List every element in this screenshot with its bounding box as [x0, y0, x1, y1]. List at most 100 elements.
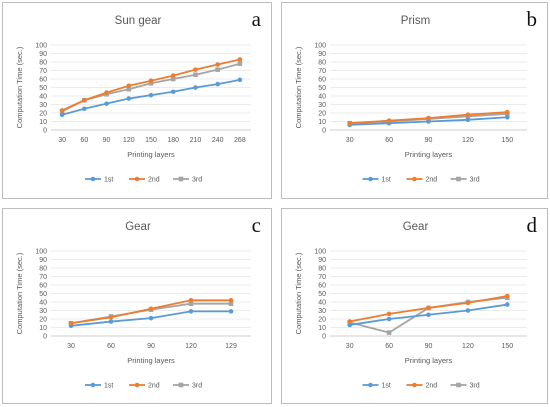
legend-label-3rd: 3rd: [192, 383, 202, 390]
y-tick-label: 50: [39, 85, 47, 92]
legend-marker-3rd: [456, 176, 461, 182]
y-tick-label: 10: [39, 325, 47, 332]
legend-label-2nd: 2nd: [148, 177, 160, 184]
y-tick-label: 0: [43, 334, 47, 341]
y-tick-label: 80: [318, 60, 326, 67]
data-point-2nd: [193, 67, 198, 72]
chart-title: Prism: [401, 15, 430, 27]
data-point-2nd: [188, 298, 194, 303]
y-tick-label: 50: [39, 291, 47, 298]
panel-letter-b: b: [526, 7, 538, 31]
chart-panel-d: Gear 0 10 20 30 40 50 60 70 80 90 100 30 60 90 120 150 Pr…: [281, 208, 548, 404]
y-tick-label: 30: [318, 102, 326, 109]
data-point-1st: [188, 309, 194, 314]
x-tick-label: 90: [147, 343, 155, 350]
chart-panel-b: Prism 0 10 20 30 40 50 60 70 80 90 100 30 60 90 120 150 P…: [281, 2, 548, 199]
x-tick-label: 90: [425, 137, 433, 144]
y-tick-label: 30: [39, 102, 47, 109]
y-axis-label: Computation Time (sec.): [15, 46, 24, 128]
legend-label-1st: 1st: [382, 383, 391, 390]
legend-label-1st: 1st: [382, 177, 391, 184]
legend-marker-2nd: [134, 382, 140, 388]
data-point-2nd: [426, 305, 431, 311]
y-tick-label: 90: [318, 257, 326, 264]
x-axis-label: Printing layers: [405, 150, 453, 159]
data-point-2nd: [347, 319, 352, 324]
legend-label-3rd: 3rd: [192, 177, 202, 184]
data-point-1st: [237, 77, 243, 83]
data-point-2nd: [104, 90, 109, 95]
y-tick-label: 100: [314, 249, 326, 256]
data-point-2nd: [237, 57, 243, 62]
y-tick-label: 100: [35, 249, 47, 256]
data-point-1st: [505, 302, 510, 307]
data-point-2nd: [170, 73, 176, 78]
y-tick-label: 70: [39, 274, 47, 281]
legend-label-3rd: 3rd: [470, 177, 480, 184]
data-point-2nd: [108, 315, 114, 320]
legend-marker-3rd: [178, 176, 184, 182]
x-tick-label: 268: [234, 137, 246, 144]
y-tick-label: 20: [39, 317, 47, 324]
data-point-1st: [104, 101, 109, 106]
data-point-1st: [59, 112, 65, 117]
y-tick-label: 0: [43, 128, 47, 135]
data-point-1st: [426, 312, 431, 318]
x-tick-label: 90: [103, 137, 111, 144]
data-point-3rd: [228, 301, 234, 306]
chart-title: Gear: [403, 221, 429, 233]
data-point-1st: [465, 117, 471, 123]
data-point-1st: [386, 316, 392, 322]
legend-label-2nd: 2nd: [426, 383, 438, 390]
legend-marker-3rd: [178, 382, 184, 388]
x-tick-label: 240: [212, 137, 224, 144]
data-point-1st: [108, 319, 114, 324]
y-tick-label: 10: [318, 119, 326, 126]
x-tick-label: 60: [80, 137, 88, 144]
data-point-1st: [215, 81, 220, 87]
y-tick-label: 40: [39, 300, 47, 307]
legend-marker-1st: [368, 382, 373, 388]
y-tick-label: 10: [39, 119, 47, 126]
data-point-3rd: [148, 80, 154, 86]
data-point-2nd: [68, 320, 74, 326]
legend-label-3rd: 3rd: [470, 383, 480, 390]
data-point-1st: [126, 96, 132, 101]
y-tick-label: 100: [35, 43, 47, 50]
x-tick-label: 30: [346, 343, 354, 350]
legend-marker-2nd: [412, 382, 417, 388]
legend-label-2nd: 2nd: [426, 177, 438, 184]
data-point-2nd: [148, 78, 154, 83]
y-tick-label: 70: [318, 274, 326, 281]
x-axis-label: Printing layers: [405, 356, 453, 365]
x-tick-label: 180: [167, 137, 179, 144]
x-tick-label: 129: [225, 343, 237, 350]
legend-marker-1st: [90, 176, 96, 182]
x-tick-label: 60: [385, 343, 393, 350]
y-tick-label: 40: [318, 300, 326, 307]
chart-panel-c: Gear 0 10 20 30 40 50 60 70 80 90 100 30 60 90 120 129 Pr…: [2, 208, 272, 404]
data-point-1st: [82, 106, 87, 112]
data-point-1st: [148, 315, 154, 321]
y-tick-label: 30: [318, 308, 326, 315]
y-axis-label: Computation Time (sec.): [294, 252, 303, 334]
y-tick-label: 10: [318, 325, 326, 332]
legend-marker-2nd: [412, 176, 417, 182]
panel-letter-c: c: [251, 213, 261, 237]
x-tick-label: 150: [501, 343, 513, 350]
chart-title: Sun gear: [115, 15, 162, 27]
legend-marker-2nd: [134, 176, 140, 182]
y-tick-label: 90: [318, 51, 326, 58]
data-point-3rd: [170, 76, 176, 82]
data-point-2nd: [347, 120, 352, 126]
data-point-2nd: [505, 293, 510, 299]
y-tick-label: 50: [318, 291, 326, 298]
y-tick-label: 70: [39, 68, 47, 75]
y-tick-label: 50: [318, 85, 326, 92]
data-point-1st: [228, 309, 234, 314]
data-point-3rd: [126, 86, 132, 92]
data-point-2nd: [386, 311, 392, 317]
x-tick-label: 150: [145, 137, 157, 144]
